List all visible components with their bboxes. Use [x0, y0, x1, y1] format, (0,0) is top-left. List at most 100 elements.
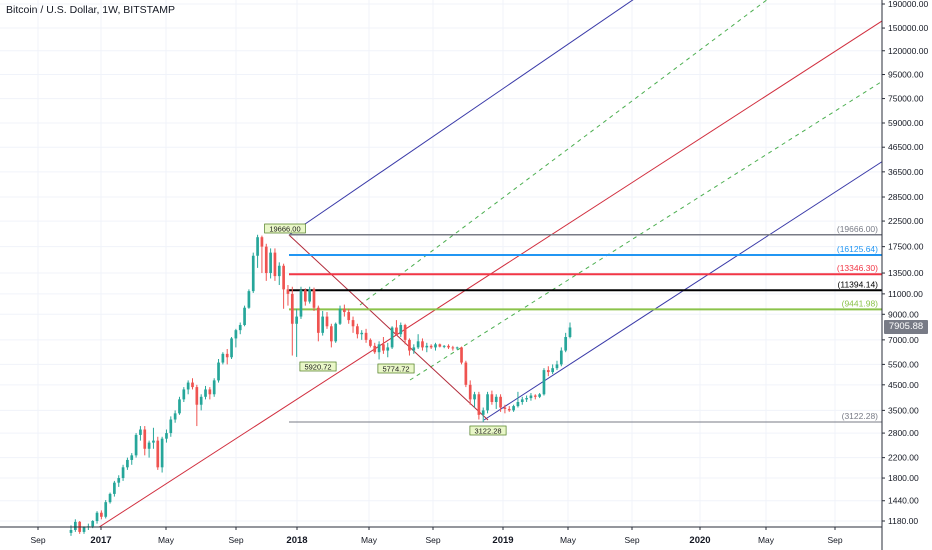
candle-body	[73, 521, 77, 531]
point-label: 19666.00	[269, 224, 300, 233]
x-tick-label: 2019	[492, 535, 513, 546]
candle-body	[312, 289, 316, 308]
candle	[108, 492, 112, 504]
candle	[330, 323, 333, 348]
current-price-label: 7905.88	[884, 320, 928, 335]
chart-title: Bitcoin / U.S. Dollar, 1W, BITSTAMP	[6, 4, 176, 16]
point-label-box	[469, 425, 507, 436]
candle	[143, 426, 147, 456]
x-tick-label: May	[361, 535, 378, 545]
candle-body	[347, 312, 351, 321]
candle-body	[468, 384, 472, 400]
candle	[438, 343, 442, 348]
candle	[468, 380, 472, 405]
candle-body	[486, 394, 489, 411]
candle-body	[217, 362, 220, 381]
y-tick-label: 75000.00	[888, 94, 924, 104]
candle-body	[399, 325, 403, 335]
candle	[559, 347, 563, 367]
candle	[364, 328, 368, 343]
candle	[82, 526, 86, 534]
candle	[395, 320, 398, 336]
candle-body	[126, 459, 129, 468]
candle-body	[373, 345, 377, 353]
y-tick-label: 9000.00	[888, 309, 919, 319]
grid	[0, 0, 882, 527]
candle	[264, 243, 268, 281]
candle	[199, 394, 203, 411]
candle	[390, 326, 394, 349]
candle	[208, 387, 212, 400]
candle	[277, 262, 281, 286]
candle	[299, 286, 303, 319]
candle	[113, 480, 116, 497]
level-label: (3122.28)	[842, 411, 879, 421]
candle-body	[156, 440, 160, 468]
candle-body	[104, 502, 108, 517]
point-labels: 19666.00 5920.72 5774.72 3122.28	[264, 223, 507, 436]
candle-body	[395, 327, 398, 335]
candle-body	[507, 408, 511, 411]
y-tick-label: 11000.00	[888, 289, 923, 299]
y-tick-label: 120000.00	[888, 46, 928, 56]
candle	[429, 344, 433, 349]
candle	[377, 341, 381, 360]
candle	[408, 338, 411, 356]
candle	[538, 393, 541, 399]
candle	[551, 364, 554, 375]
candle-body	[130, 455, 134, 460]
candle-body	[503, 407, 507, 409]
candle	[486, 391, 489, 414]
candle	[182, 387, 186, 403]
candle-body	[356, 326, 359, 335]
candle	[546, 366, 550, 377]
candle	[399, 322, 403, 337]
point-label-box	[264, 223, 306, 234]
candle	[217, 358, 220, 383]
candle-body	[230, 338, 233, 358]
candle-body	[308, 289, 311, 302]
candle	[230, 336, 233, 359]
candle-body	[191, 382, 194, 388]
candle-body	[490, 394, 494, 403]
candle-body	[147, 442, 151, 449]
candle-body	[494, 396, 498, 403]
candle	[529, 393, 533, 401]
candle-body	[525, 398, 528, 400]
candle	[460, 346, 463, 365]
candle-body	[195, 387, 199, 405]
candle-body	[117, 478, 121, 483]
candle-body	[512, 406, 515, 411]
candle-body	[178, 399, 181, 414]
pitchfork-lower-mid-line	[409, 80, 882, 381]
candle	[221, 352, 225, 365]
candle	[178, 396, 181, 415]
candle	[369, 338, 372, 348]
candle	[347, 308, 351, 324]
x-tick-label: May	[158, 535, 175, 545]
y-tick-label: 13500.00	[888, 268, 924, 278]
candle-body	[143, 429, 147, 449]
candle-body	[390, 327, 394, 348]
candle	[147, 440, 151, 458]
candle-body	[421, 341, 424, 348]
candle-body	[516, 402, 520, 407]
candle	[451, 345, 455, 351]
candle-body	[316, 307, 320, 333]
pitchfork-upper-mid-line	[359, 0, 768, 306]
candle	[73, 519, 77, 532]
candle-body	[238, 325, 242, 331]
candle	[243, 305, 246, 327]
candle-body	[351, 320, 355, 327]
candle-body	[499, 396, 502, 408]
candle-body	[234, 330, 238, 339]
candle	[126, 457, 129, 470]
candle-body	[360, 332, 364, 335]
candle-body	[165, 433, 168, 439]
candle-body	[139, 429, 142, 435]
pitchfork-drawing	[98, 0, 882, 527]
candle	[234, 328, 238, 348]
candle	[165, 429, 168, 443]
candle	[490, 390, 494, 405]
